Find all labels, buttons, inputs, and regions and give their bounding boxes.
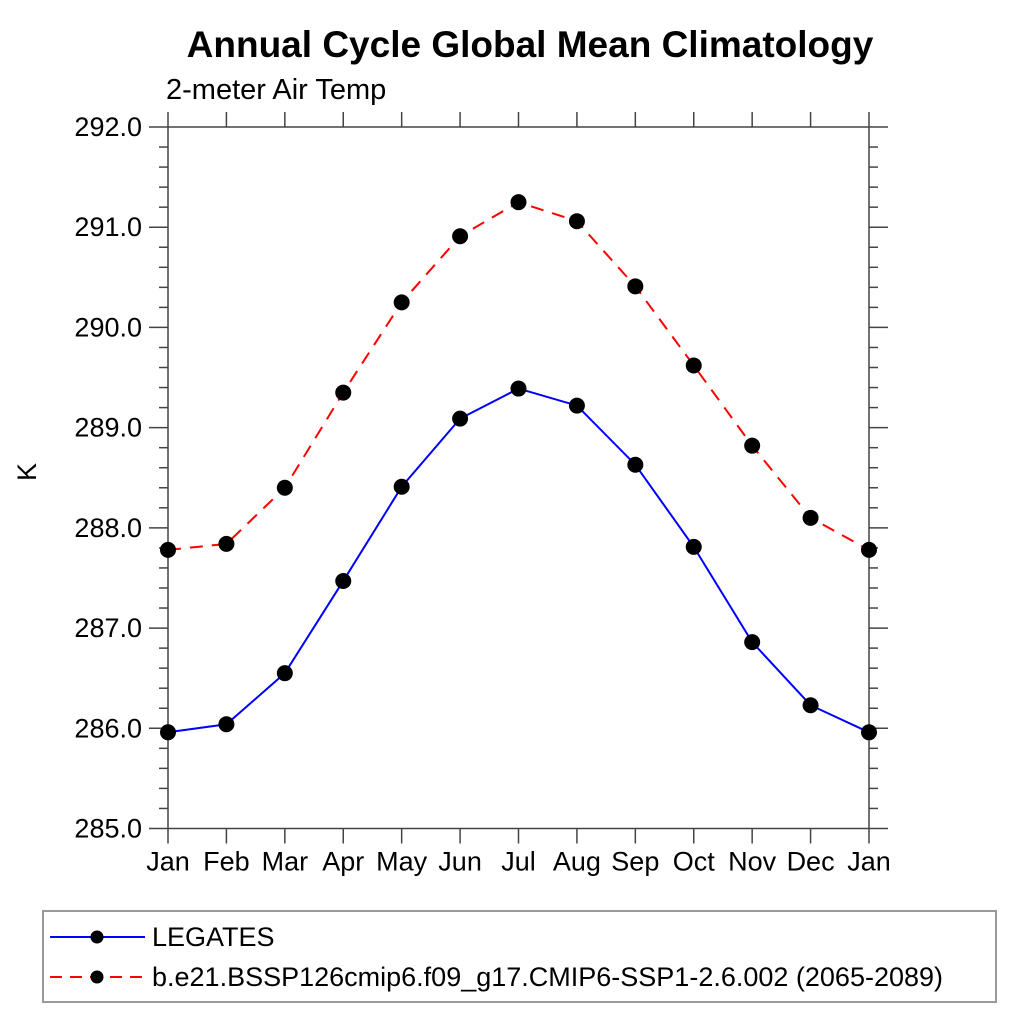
- x-tick-label: Jun: [438, 847, 482, 877]
- data-point-marker-series-1: [861, 541, 877, 558]
- data-point-marker-series-1: [393, 294, 410, 311]
- y-tick-label: 289.0: [74, 413, 142, 443]
- series-line-0: [167, 387, 870, 734]
- data-point-marker-series-1: [802, 509, 819, 526]
- data-point-marker-series-0: [744, 634, 761, 651]
- data-point-marker-series-1: [510, 194, 527, 211]
- x-tick-label: Sep: [611, 847, 659, 877]
- data-point-marker-series-0: [802, 697, 819, 714]
- data-point-marker-series-0: [335, 572, 352, 589]
- y-axis-label: K: [12, 463, 42, 481]
- chart-legend: LEGATES b.e21.BSSP126cmip6.f09_g17.CMIP6…: [42, 910, 997, 1003]
- legend-entry-legates: LEGATES: [49, 921, 275, 952]
- data-point-marker-series-0: [452, 410, 469, 427]
- y-tick-label: 286.0: [74, 713, 142, 743]
- data-point-marker-series-0: [393, 478, 410, 495]
- x-tick-label: Jul: [501, 847, 536, 877]
- y-tick-label: 285.0: [74, 814, 142, 844]
- plot-frame: [167, 126, 870, 830]
- legend-entry-model: b.e21.BSSP126cmip6.f09_g17.CMIP6-SSP1-2.…: [49, 961, 944, 992]
- data-point-marker-series-1: [744, 437, 761, 454]
- data-point-marker-series-0: [276, 665, 293, 682]
- x-tick-label: Nov: [728, 847, 777, 877]
- data-point-marker-series-0: [510, 380, 527, 397]
- data-point-marker-series-1: [160, 541, 176, 558]
- data-point-marker-series-1: [627, 278, 644, 295]
- y-tick-label: 288.0: [74, 513, 142, 543]
- y-tick-label: 291.0: [74, 212, 142, 242]
- data-point-marker-series-0: [685, 538, 702, 555]
- x-tick-label: Apr: [322, 847, 364, 877]
- x-tick-label: Jan: [847, 847, 891, 877]
- data-point-marker-series-1: [335, 384, 352, 401]
- chart-subtitle: 2-meter Air Temp: [166, 74, 387, 106]
- chart-title: Annual Cycle Global Mean Climatology: [186, 24, 874, 65]
- data-point-marker-series-1: [568, 213, 585, 230]
- data-point-marker-series-0: [568, 397, 585, 414]
- data-point-marker-series-1: [218, 535, 235, 552]
- legend-marker-dot: [90, 930, 104, 944]
- data-point-marker-series-1: [276, 479, 293, 496]
- y-tick-label: 287.0: [74, 613, 142, 643]
- legend-marker-dot: [90, 970, 104, 984]
- x-tick-label: Feb: [203, 847, 250, 877]
- y-tick-label: 292.0: [74, 112, 142, 142]
- x-tick-label: Aug: [553, 847, 601, 877]
- data-point-marker-series-0: [627, 456, 644, 473]
- legend-label: LEGATES: [152, 921, 275, 952]
- x-tick-label: Mar: [262, 847, 309, 877]
- y-tick-label: 290.0: [74, 312, 142, 342]
- legend-line-sample-icon: [50, 970, 145, 984]
- legend-label: b.e21.BSSP126cmip6.f09_g17.CMIP6-SSP1-2.…: [152, 961, 944, 992]
- x-tick-label: Dec: [787, 847, 835, 877]
- data-point-marker-series-0: [218, 716, 235, 733]
- data-point-marker-series-1: [685, 357, 702, 374]
- series-line-1: [167, 201, 870, 551]
- data-point-marker-series-0: [160, 724, 176, 741]
- x-tick-label: Jan: [146, 847, 190, 877]
- legend-line-sample-icon: [50, 930, 145, 944]
- x-tick-label: May: [376, 847, 428, 877]
- data-point-marker-series-1: [452, 228, 469, 245]
- data-point-marker-series-0: [861, 724, 877, 741]
- x-tick-label: Oct: [673, 847, 716, 877]
